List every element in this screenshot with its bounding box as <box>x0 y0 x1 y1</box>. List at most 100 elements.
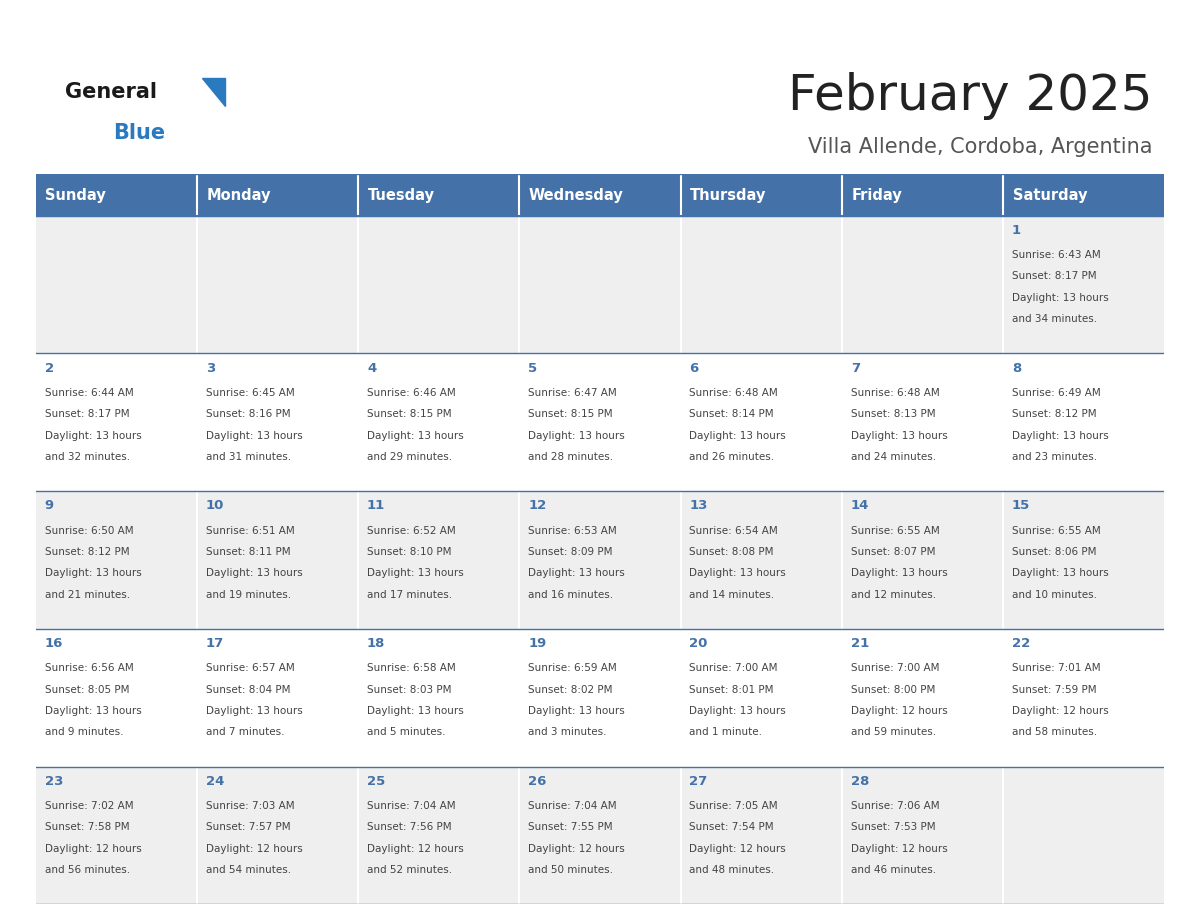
Bar <box>358 629 519 767</box>
Bar <box>36 216 197 353</box>
Text: Sunrise: 6:58 AM: Sunrise: 6:58 AM <box>367 663 456 673</box>
Text: 5: 5 <box>529 362 537 375</box>
Text: Sunset: 8:02 PM: Sunset: 8:02 PM <box>529 685 613 695</box>
Text: Tuesday: Tuesday <box>368 187 435 203</box>
Bar <box>358 767 519 904</box>
Text: Sunset: 7:57 PM: Sunset: 7:57 PM <box>206 823 290 833</box>
Bar <box>1003 767 1164 904</box>
Text: Monday: Monday <box>207 187 271 203</box>
Text: Sunrise: 6:45 AM: Sunrise: 6:45 AM <box>206 387 295 397</box>
Text: 19: 19 <box>529 637 546 650</box>
Text: Sunset: 8:06 PM: Sunset: 8:06 PM <box>1012 547 1097 557</box>
Text: Sunrise: 6:52 AM: Sunrise: 6:52 AM <box>367 525 456 535</box>
Text: 1: 1 <box>1012 224 1020 237</box>
Bar <box>1003 174 1164 216</box>
Text: 26: 26 <box>529 775 546 788</box>
Text: 4: 4 <box>367 362 377 375</box>
Text: and 58 minutes.: and 58 minutes. <box>1012 727 1097 737</box>
Text: and 9 minutes.: and 9 minutes. <box>44 727 124 737</box>
Text: Daylight: 13 hours: Daylight: 13 hours <box>367 568 463 578</box>
Text: Daylight: 13 hours: Daylight: 13 hours <box>367 431 463 441</box>
Text: Sunrise: 7:05 AM: Sunrise: 7:05 AM <box>689 800 778 811</box>
Text: 3: 3 <box>206 362 215 375</box>
Text: and 21 minutes.: and 21 minutes. <box>44 589 129 599</box>
Bar <box>36 767 197 904</box>
Bar <box>36 629 197 767</box>
Bar <box>36 491 197 629</box>
Text: and 19 minutes.: and 19 minutes. <box>206 589 291 599</box>
Text: Sunset: 8:16 PM: Sunset: 8:16 PM <box>206 409 290 420</box>
Text: Sunrise: 6:43 AM: Sunrise: 6:43 AM <box>1012 250 1100 260</box>
Text: Daylight: 13 hours: Daylight: 13 hours <box>206 568 303 578</box>
Text: Sunrise: 6:59 AM: Sunrise: 6:59 AM <box>529 663 617 673</box>
Bar <box>197 174 358 216</box>
Text: Daylight: 12 hours: Daylight: 12 hours <box>689 844 786 854</box>
Bar <box>681 767 842 904</box>
Bar <box>519 353 681 491</box>
Bar <box>519 491 681 629</box>
Text: Sunrise: 7:04 AM: Sunrise: 7:04 AM <box>367 800 455 811</box>
Text: and 10 minutes.: and 10 minutes. <box>1012 589 1097 599</box>
Bar <box>358 216 519 353</box>
Text: Sunrise: 6:54 AM: Sunrise: 6:54 AM <box>689 525 778 535</box>
Bar <box>681 174 842 216</box>
Text: and 24 minutes.: and 24 minutes. <box>851 452 936 462</box>
Text: February 2025: February 2025 <box>788 73 1152 120</box>
Text: 20: 20 <box>689 637 708 650</box>
Text: Daylight: 12 hours: Daylight: 12 hours <box>851 844 947 854</box>
Text: Sunrise: 6:57 AM: Sunrise: 6:57 AM <box>206 663 295 673</box>
Bar <box>358 174 519 216</box>
Text: Sunrise: 7:01 AM: Sunrise: 7:01 AM <box>1012 663 1100 673</box>
Bar <box>681 216 842 353</box>
Text: and 34 minutes.: and 34 minutes. <box>1012 314 1097 324</box>
Text: 28: 28 <box>851 775 870 788</box>
Bar <box>519 767 681 904</box>
Text: Sunrise: 6:48 AM: Sunrise: 6:48 AM <box>689 387 778 397</box>
Text: Sunrise: 6:55 AM: Sunrise: 6:55 AM <box>851 525 940 535</box>
Text: Thursday: Thursday <box>690 187 766 203</box>
Bar <box>197 491 358 629</box>
Text: Sunset: 8:11 PM: Sunset: 8:11 PM <box>206 547 290 557</box>
Text: Sunrise: 6:51 AM: Sunrise: 6:51 AM <box>206 525 295 535</box>
Text: Sunrise: 6:47 AM: Sunrise: 6:47 AM <box>529 387 617 397</box>
Text: Sunset: 7:54 PM: Sunset: 7:54 PM <box>689 823 775 833</box>
Text: Daylight: 12 hours: Daylight: 12 hours <box>44 844 141 854</box>
Text: Sunset: 8:00 PM: Sunset: 8:00 PM <box>851 685 935 695</box>
Text: 10: 10 <box>206 499 225 512</box>
Text: and 12 minutes.: and 12 minutes. <box>851 589 936 599</box>
Text: and 46 minutes.: and 46 minutes. <box>851 865 936 875</box>
Text: Sunset: 8:12 PM: Sunset: 8:12 PM <box>44 547 129 557</box>
Text: Daylight: 13 hours: Daylight: 13 hours <box>851 568 947 578</box>
Bar <box>681 491 842 629</box>
Text: Daylight: 13 hours: Daylight: 13 hours <box>689 568 786 578</box>
Text: 22: 22 <box>1012 637 1030 650</box>
Text: Sunset: 8:01 PM: Sunset: 8:01 PM <box>689 685 773 695</box>
Text: Daylight: 13 hours: Daylight: 13 hours <box>529 431 625 441</box>
Text: Daylight: 13 hours: Daylight: 13 hours <box>206 706 303 716</box>
Text: 8: 8 <box>1012 362 1022 375</box>
Text: and 31 minutes.: and 31 minutes. <box>206 452 291 462</box>
Text: Sunset: 7:53 PM: Sunset: 7:53 PM <box>851 823 935 833</box>
Bar <box>842 174 1003 216</box>
Text: Sunset: 8:15 PM: Sunset: 8:15 PM <box>529 409 613 420</box>
Text: Daylight: 13 hours: Daylight: 13 hours <box>529 706 625 716</box>
Text: Sunset: 8:12 PM: Sunset: 8:12 PM <box>1012 409 1097 420</box>
Bar <box>519 629 681 767</box>
Text: Daylight: 13 hours: Daylight: 13 hours <box>1012 293 1108 303</box>
Text: Daylight: 12 hours: Daylight: 12 hours <box>851 706 947 716</box>
Bar <box>519 174 681 216</box>
Text: 23: 23 <box>44 775 63 788</box>
Text: Sunset: 7:58 PM: Sunset: 7:58 PM <box>44 823 129 833</box>
Bar <box>842 216 1003 353</box>
Text: Daylight: 13 hours: Daylight: 13 hours <box>367 706 463 716</box>
Text: and 7 minutes.: and 7 minutes. <box>206 727 284 737</box>
Text: and 17 minutes.: and 17 minutes. <box>367 589 453 599</box>
Text: and 59 minutes.: and 59 minutes. <box>851 727 936 737</box>
Text: and 29 minutes.: and 29 minutes. <box>367 452 453 462</box>
Text: Daylight: 13 hours: Daylight: 13 hours <box>1012 431 1108 441</box>
Bar <box>197 216 358 353</box>
Text: Sunrise: 7:02 AM: Sunrise: 7:02 AM <box>44 800 133 811</box>
Text: Wednesday: Wednesday <box>529 187 624 203</box>
Text: 25: 25 <box>367 775 385 788</box>
Text: and 56 minutes.: and 56 minutes. <box>44 865 129 875</box>
